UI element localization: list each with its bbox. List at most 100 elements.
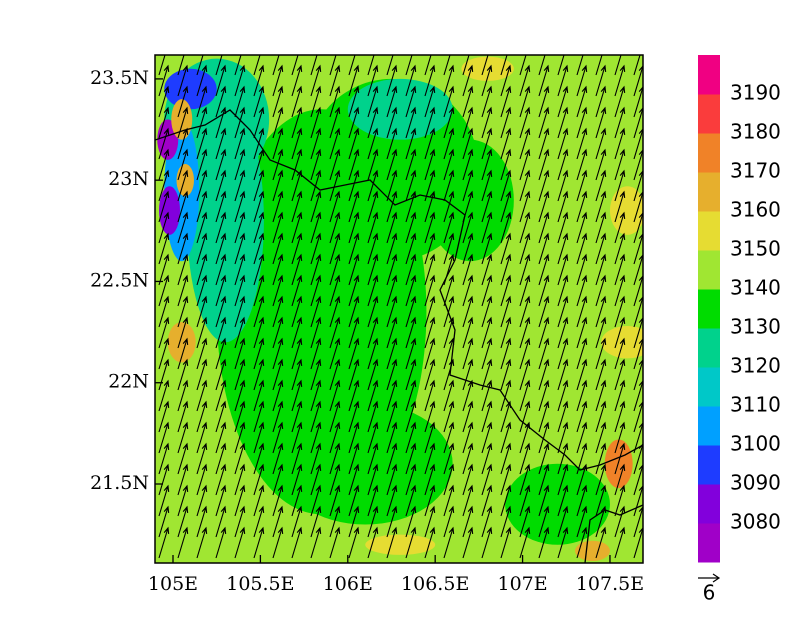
wind-arrow — [215, 442, 227, 475]
wind-arrow — [234, 106, 246, 139]
wind-arrow — [215, 421, 227, 454]
wind-arrow — [386, 463, 398, 496]
wind-arrow — [158, 358, 170, 391]
wind-arrow — [158, 253, 170, 286]
wind-arrow — [405, 253, 417, 286]
wind-arrow — [367, 85, 379, 118]
wind-arrow — [196, 463, 208, 496]
wind-arrow — [519, 85, 531, 118]
wind-arrow — [538, 463, 550, 496]
wind-arrow — [500, 442, 512, 475]
wind-arrow — [291, 274, 303, 307]
wind-arrow — [481, 274, 493, 307]
wind-arrow — [348, 127, 360, 160]
wind-arrow — [196, 484, 208, 517]
wind-arrow — [158, 400, 170, 433]
wind-arrow — [234, 526, 246, 559]
wind-arrow — [386, 274, 398, 307]
wind-arrow — [595, 505, 607, 538]
wind-arrow — [234, 295, 246, 328]
wind-arrow — [576, 211, 588, 244]
wind-arrow — [424, 526, 436, 559]
wind-arrow — [462, 232, 474, 265]
wind-arrow — [557, 169, 569, 202]
wind-arrow — [405, 379, 417, 412]
wind-arrow — [557, 463, 569, 496]
wind-arrow — [481, 232, 493, 265]
wind-arrow — [196, 337, 208, 370]
wind-arrow — [443, 379, 455, 412]
wind-arrow — [405, 274, 417, 307]
x-tick-label: 107.5E — [576, 573, 644, 595]
wind-arrow — [462, 64, 474, 97]
colorbar-box — [698, 523, 720, 563]
wind-arrow — [462, 400, 474, 433]
wind-arrow — [538, 232, 550, 265]
wind-arrow — [614, 421, 626, 454]
wind-arrow — [500, 211, 512, 244]
wind-arrow — [519, 484, 531, 517]
wind-arrow — [443, 64, 455, 97]
wind-arrow — [576, 106, 588, 139]
wind-arrow — [234, 169, 246, 202]
y-tick-label: 23.5N — [90, 67, 149, 89]
wind-arrow — [462, 274, 474, 307]
wind-arrow — [329, 295, 341, 328]
wind-arrow — [177, 169, 189, 202]
colorbar-label: 3080 — [730, 510, 781, 534]
wind-arrow — [177, 442, 189, 475]
wind-arrow — [291, 232, 303, 265]
wind-arrow — [633, 464, 643, 496]
wind-arrow — [424, 211, 436, 244]
wind-arrow — [405, 232, 417, 265]
wind-arrow — [557, 316, 569, 349]
wind-arrow — [538, 106, 550, 139]
wind-arrow — [633, 107, 643, 139]
wind-arrow — [405, 505, 417, 538]
wind-arrow — [443, 85, 455, 118]
wind-arrow — [633, 296, 643, 328]
wind-arrow — [158, 442, 170, 475]
wind-arrow — [595, 484, 607, 517]
wind-arrow — [424, 274, 436, 307]
colorbar-label: 3110 — [730, 393, 781, 417]
wind-arrow — [500, 358, 512, 391]
wind-arrow — [367, 148, 379, 181]
colorbar-box — [698, 94, 720, 134]
wind-arrow — [310, 295, 322, 328]
wind-arrow — [500, 127, 512, 160]
wind-arrow — [196, 379, 208, 412]
wind-arrow — [329, 337, 341, 370]
wind-arrow — [538, 127, 550, 160]
wind-arrow — [443, 232, 455, 265]
wind-arrow — [557, 379, 569, 412]
wind-arrow — [158, 337, 170, 370]
wind-arrow — [253, 106, 265, 139]
wind-arrow — [481, 442, 493, 475]
wind-arrow — [177, 211, 189, 244]
wind-arrow — [614, 505, 626, 538]
wind-arrow — [253, 337, 265, 370]
wind-arrow — [367, 64, 379, 97]
wind-arrow — [196, 232, 208, 265]
wind-arrow — [177, 526, 189, 559]
wind-arrow — [272, 505, 284, 538]
wind-arrow — [462, 505, 474, 538]
y-tick-label: 22N — [108, 371, 149, 393]
wind-arrow — [424, 421, 436, 454]
wind-arrow — [215, 358, 227, 391]
wind-arrow — [348, 484, 360, 517]
wind-arrow — [500, 379, 512, 412]
field-blob — [426, 139, 514, 262]
wind-arrow — [291, 253, 303, 286]
wind-arrow — [481, 64, 493, 97]
wind-arrow — [443, 358, 455, 391]
y-tick-label: 23N — [108, 168, 149, 190]
wind-arrow — [557, 442, 569, 475]
wind-arrow — [291, 85, 303, 118]
wind-arrow — [557, 400, 569, 433]
wind-arrow — [196, 127, 208, 160]
wind-arrow — [253, 253, 265, 286]
colorbar-box — [698, 445, 720, 485]
wind-arrow — [234, 253, 246, 286]
